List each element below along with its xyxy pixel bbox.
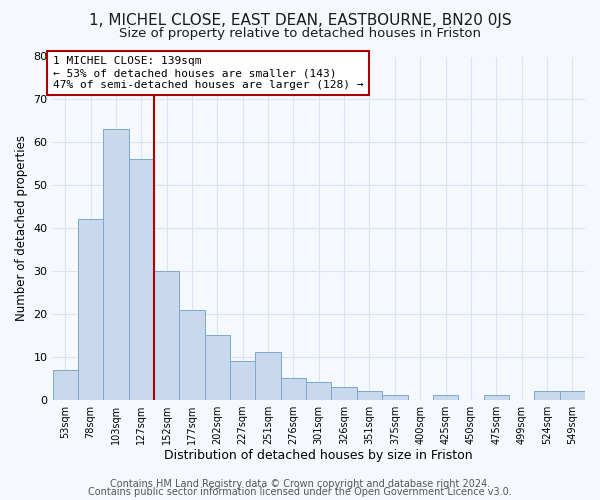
Bar [154,271,179,400]
Bar [560,391,585,400]
Bar [382,396,407,400]
Bar [53,370,78,400]
Bar [179,310,205,400]
Bar [357,391,382,400]
Bar [256,352,281,400]
Text: Size of property relative to detached houses in Friston: Size of property relative to detached ho… [119,28,481,40]
Text: 1 MICHEL CLOSE: 139sqm
← 53% of detached houses are smaller (143)
47% of semi-de: 1 MICHEL CLOSE: 139sqm ← 53% of detached… [53,56,363,90]
Bar [78,220,103,400]
Text: 1, MICHEL CLOSE, EAST DEAN, EASTBOURNE, BN20 0JS: 1, MICHEL CLOSE, EAST DEAN, EASTBOURNE, … [89,12,511,28]
Bar [103,130,128,400]
Y-axis label: Number of detached properties: Number of detached properties [15,135,28,321]
X-axis label: Distribution of detached houses by size in Friston: Distribution of detached houses by size … [164,450,473,462]
Text: Contains HM Land Registry data © Crown copyright and database right 2024.: Contains HM Land Registry data © Crown c… [110,479,490,489]
Bar [433,396,458,400]
Bar [306,382,331,400]
Bar [281,378,306,400]
Bar [331,386,357,400]
Bar [205,336,230,400]
Bar [534,391,560,400]
Bar [230,361,256,400]
Bar [484,396,509,400]
Bar [128,160,154,400]
Text: Contains public sector information licensed under the Open Government Licence v3: Contains public sector information licen… [88,487,512,497]
